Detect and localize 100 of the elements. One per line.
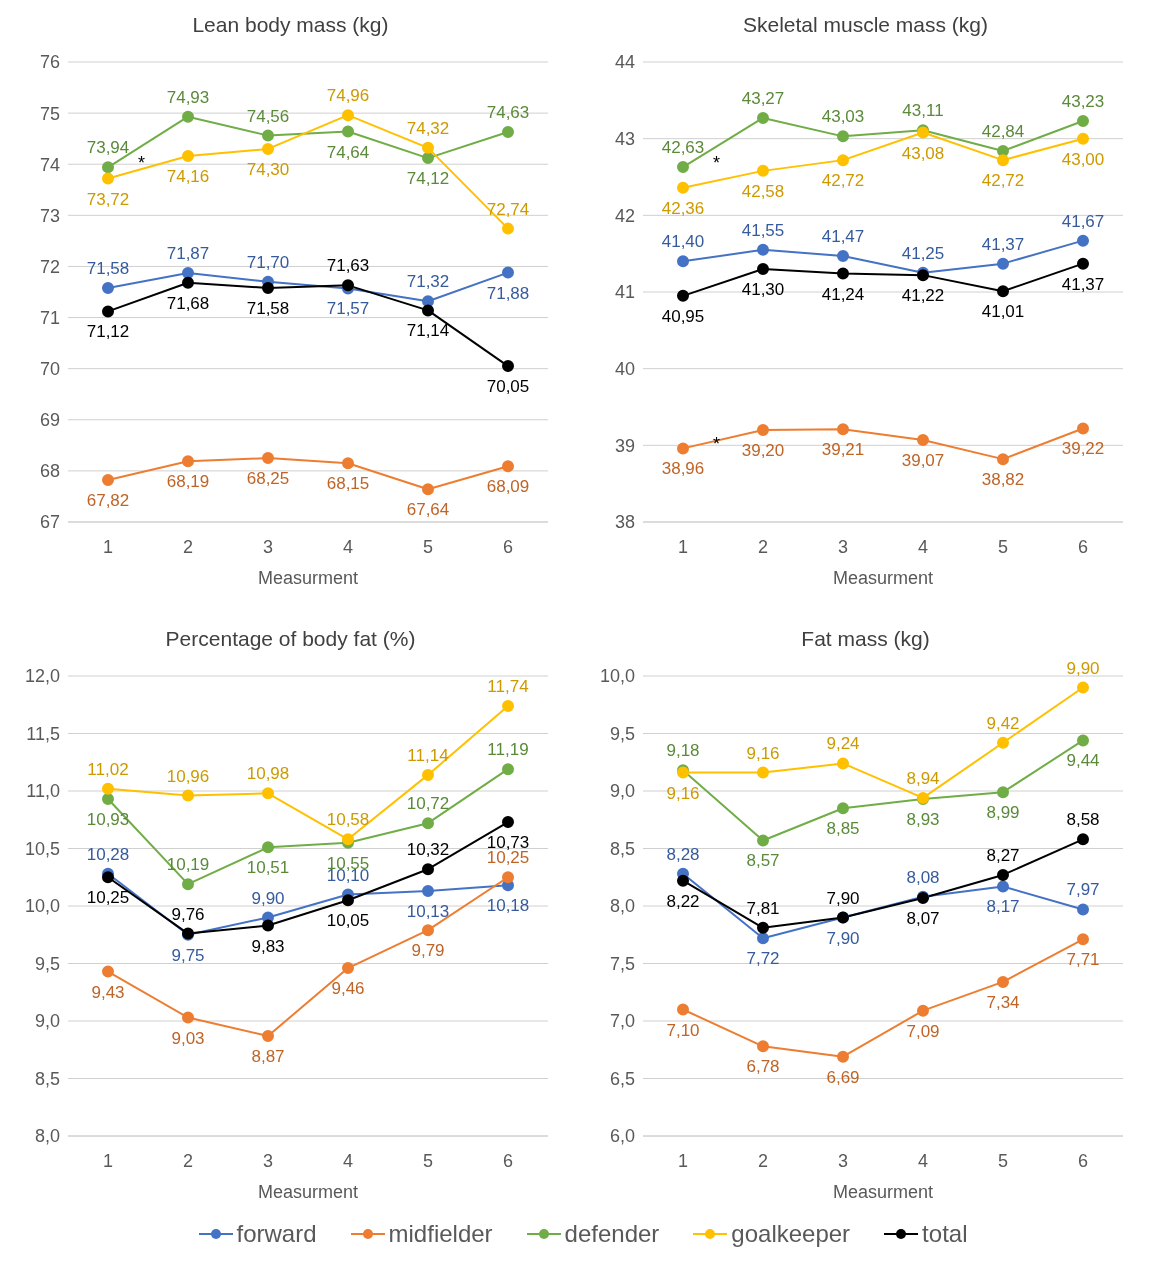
data-label: 9,03 bbox=[171, 1028, 205, 1048]
y-tick-label: 40 bbox=[614, 359, 635, 380]
data-label: 39,21 bbox=[821, 440, 865, 460]
data-label: 71,32 bbox=[406, 272, 450, 292]
y-tick-label: 7,0 bbox=[609, 1011, 635, 1032]
data-label: 11,74 bbox=[487, 676, 529, 696]
data-label: 8,27 bbox=[986, 845, 1020, 865]
data-label: 8,93 bbox=[906, 810, 940, 830]
data-label: 10,93 bbox=[86, 810, 130, 830]
y-tick-label: 74 bbox=[39, 154, 60, 175]
data-label: 9,16 bbox=[666, 783, 700, 803]
x-tick-label: 1 bbox=[677, 1150, 689, 1171]
data-label: 8,08 bbox=[906, 867, 940, 887]
legend-label: goalkeeper bbox=[731, 1220, 851, 1248]
y-tick-label: 8,5 bbox=[34, 1068, 60, 1089]
data-label: 9,24 bbox=[826, 734, 860, 754]
x-tick-label: 1 bbox=[677, 536, 689, 557]
x-tick-label: 4 bbox=[917, 536, 929, 557]
data-label: 41,67 bbox=[1061, 211, 1105, 231]
data-label: 73,72 bbox=[86, 189, 130, 209]
data-label: 43,08 bbox=[901, 143, 945, 163]
data-label: 41,01 bbox=[981, 302, 1025, 322]
data-label: 9,75 bbox=[171, 945, 205, 965]
legend-label: defender bbox=[564, 1220, 660, 1248]
data-label: 9,16 bbox=[746, 743, 780, 763]
y-tick-label: 6,5 bbox=[609, 1068, 635, 1089]
data-label: 68,09 bbox=[486, 477, 530, 497]
data-label: 7,97 bbox=[1066, 880, 1100, 900]
y-tick-label: 7,5 bbox=[609, 953, 635, 974]
data-label: 71,12 bbox=[86, 322, 130, 342]
y-tick-label: 11,5 bbox=[26, 723, 60, 744]
data-label: 9,90 bbox=[1066, 658, 1100, 678]
data-label: 67,82 bbox=[86, 491, 130, 511]
data-label: 74,93 bbox=[166, 87, 210, 107]
data-label: 9,44 bbox=[1066, 751, 1100, 771]
data-label: 43,00 bbox=[1061, 149, 1105, 169]
chart-title: Percentage of body fat (%) bbox=[164, 626, 417, 652]
data-label: 11,14 bbox=[407, 745, 449, 765]
data-label: 43,27 bbox=[741, 88, 785, 108]
y-tick-label: 43 bbox=[614, 129, 635, 150]
data-label: 74,32 bbox=[406, 118, 450, 138]
y-tick-label: 39 bbox=[614, 435, 635, 456]
data-label: 39,22 bbox=[1061, 439, 1105, 459]
data-label: 9,90 bbox=[251, 888, 285, 908]
data-label: 7,34 bbox=[986, 992, 1020, 1012]
data-label: 74,56 bbox=[246, 106, 290, 126]
data-label: 8,99 bbox=[986, 803, 1020, 823]
y-tick-label: 10,5 bbox=[24, 838, 60, 859]
x-tick-label: 6 bbox=[502, 1150, 514, 1171]
data-label: 10,96 bbox=[166, 766, 210, 786]
data-label: 10,98 bbox=[246, 764, 290, 784]
data-label: 41,24 bbox=[821, 284, 865, 304]
x-axis-title: Measurment bbox=[832, 568, 934, 588]
data-label: 8,28 bbox=[666, 844, 700, 864]
x-tick-label: 4 bbox=[342, 1150, 354, 1171]
data-label: 74,64 bbox=[326, 142, 370, 162]
data-label: 42,63 bbox=[661, 138, 705, 158]
x-tick-label: 4 bbox=[917, 1150, 929, 1171]
data-label: 10,13 bbox=[406, 902, 450, 922]
y-tick-label: 9,0 bbox=[34, 1011, 60, 1032]
data-label: 42,36 bbox=[661, 198, 705, 218]
data-label: 10,05 bbox=[326, 911, 370, 931]
data-label: 71,68 bbox=[166, 293, 210, 313]
data-label: 74,12 bbox=[406, 169, 450, 189]
data-label: 7,81 bbox=[746, 898, 780, 918]
data-label: 41,47 bbox=[821, 226, 865, 246]
y-tick-label: 9,0 bbox=[609, 781, 635, 802]
y-tick-label: 8,0 bbox=[609, 896, 635, 917]
data-label: 9,76 bbox=[171, 904, 205, 924]
y-tick-label: 38 bbox=[614, 512, 635, 533]
data-label: 74,63 bbox=[486, 103, 530, 123]
data-label: 42,58 bbox=[741, 181, 785, 201]
data-label: 74,96 bbox=[326, 86, 370, 106]
x-tick-label: 6 bbox=[502, 536, 514, 557]
data-label: 11,19 bbox=[487, 740, 529, 760]
y-tick-label: 11,0 bbox=[26, 781, 60, 802]
x-axis-title: Measurment bbox=[257, 1182, 359, 1202]
y-tick-label: 72 bbox=[39, 256, 60, 277]
data-label: 10,72 bbox=[406, 794, 450, 814]
data-label: 68,15 bbox=[326, 474, 370, 494]
chart-title: Fat mass (kg) bbox=[800, 626, 931, 652]
x-tick-label: 3 bbox=[262, 1150, 274, 1171]
data-label: 8,22 bbox=[666, 891, 700, 911]
data-label: 10,19 bbox=[166, 855, 210, 875]
x-tick-label: 1 bbox=[102, 1150, 114, 1171]
chart-title: Skeletal muscle mass (kg) bbox=[741, 12, 990, 38]
data-label: 7,10 bbox=[666, 1020, 700, 1040]
x-tick-label: 3 bbox=[262, 536, 274, 557]
data-label: 71,88 bbox=[486, 283, 530, 303]
data-label: 8,57 bbox=[746, 851, 780, 871]
data-label: 41,37 bbox=[1061, 274, 1105, 294]
x-tick-label: 5 bbox=[422, 536, 434, 557]
legend-label: midfielder bbox=[388, 1220, 493, 1248]
data-label: 40,95 bbox=[661, 306, 705, 326]
data-label: 68,25 bbox=[246, 469, 290, 489]
y-tick-label: 71 bbox=[39, 307, 60, 328]
y-tick-label: 75 bbox=[39, 103, 60, 124]
x-tick-label: 2 bbox=[182, 1150, 194, 1171]
data-label: 71,87 bbox=[166, 244, 210, 264]
x-tick-label: 2 bbox=[757, 536, 769, 557]
